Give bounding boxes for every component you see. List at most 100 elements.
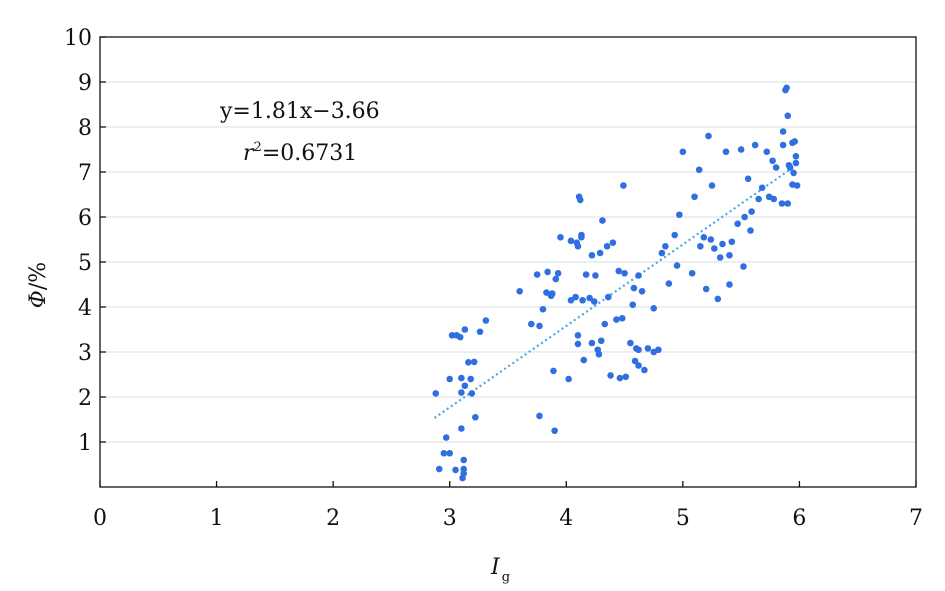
data-point (786, 164, 794, 171)
data-point (665, 280, 673, 287)
x-tick-label: 0 (93, 506, 107, 531)
data-point (578, 233, 585, 241)
data-point (565, 375, 572, 383)
data-point (747, 227, 754, 234)
r-squared-value: =0.6731 (262, 141, 357, 166)
x-tick-label: 4 (559, 506, 573, 531)
data-point (536, 322, 543, 330)
data-point (592, 272, 599, 279)
y-tick-label: 1 (78, 431, 92, 456)
x-tick-label: 6 (792, 506, 806, 531)
data-point (622, 373, 630, 381)
data-point (621, 269, 628, 277)
data-point (728, 238, 736, 246)
data-point (784, 200, 792, 207)
x-tick-label: 5 (676, 506, 690, 531)
regression-equation: y=1.81x−3.66 (219, 99, 380, 124)
data-point (737, 146, 745, 153)
data-point (779, 128, 787, 135)
data-point (635, 272, 642, 279)
data-point (616, 374, 624, 382)
data-point (590, 298, 598, 305)
data-point (726, 251, 733, 259)
data-point (461, 326, 469, 333)
data-point (588, 251, 596, 259)
data-point (793, 182, 801, 189)
data-point (691, 193, 698, 201)
data-point (465, 359, 472, 366)
data-point (574, 242, 582, 250)
y-tick-label: 2 (78, 386, 92, 411)
y-tick-label: 9 (78, 71, 92, 96)
data-point (601, 320, 609, 328)
data-point (576, 196, 584, 204)
y-tick-label: 3 (78, 341, 92, 366)
y-tick-label: 6 (78, 206, 92, 231)
data-point (630, 284, 638, 292)
data-point (792, 159, 800, 167)
data-point (452, 466, 459, 474)
data-point (442, 434, 450, 441)
data-point (615, 267, 623, 275)
data-point (726, 281, 733, 288)
data-point (641, 366, 648, 374)
data-point (740, 263, 747, 270)
data-point (460, 456, 468, 464)
grid-lines (100, 81, 916, 443)
data-point (778, 200, 786, 207)
x-tick-label: 2 (326, 506, 340, 531)
data-point (572, 293, 579, 301)
data-point (460, 470, 468, 477)
data-point (635, 346, 642, 354)
data-point (536, 412, 543, 420)
data-point (461, 382, 469, 390)
data-point (772, 164, 780, 171)
y-tick-label: 10 (64, 26, 92, 51)
data-point (467, 375, 474, 383)
data-point (688, 269, 696, 277)
data-point (476, 328, 484, 336)
data-point (543, 289, 550, 296)
data-point (791, 138, 799, 145)
data-point (582, 271, 590, 278)
data-point (588, 339, 596, 347)
x-tick-label: 1 (210, 506, 224, 531)
data-point (468, 390, 476, 397)
data-point (596, 249, 604, 257)
data-point (603, 242, 611, 250)
data-point (580, 356, 588, 364)
data-point (744, 175, 752, 183)
data-point (458, 425, 465, 432)
data-point (705, 132, 712, 140)
data-point (554, 269, 562, 277)
trendline-layer (433, 166, 795, 419)
data-point (708, 182, 716, 189)
data-point (551, 427, 558, 435)
y-tick-label: 8 (78, 116, 92, 141)
y-axis-title: Φ/% (26, 262, 51, 308)
data-point (769, 157, 776, 165)
y-tick-labels: 1 2 3 4 5 6 7 8 9 10 (64, 26, 92, 456)
r-squared-symbol: r (243, 141, 255, 166)
data-point (655, 346, 662, 354)
data-point (470, 358, 478, 366)
y-tick-label: 4 (78, 296, 92, 321)
data-point (784, 112, 792, 120)
data-point (644, 345, 652, 352)
data-point (597, 337, 605, 345)
data-point (435, 465, 443, 473)
data-point (567, 237, 575, 245)
data-point (638, 287, 646, 295)
data-point (711, 245, 718, 252)
data-point (714, 295, 722, 303)
y-tick-label: 5 (78, 251, 92, 276)
data-point (609, 239, 617, 246)
data-point (790, 169, 797, 177)
data-point (671, 231, 678, 239)
y-axis-symbol: Φ (26, 290, 51, 308)
x-tick-label: 7 (909, 506, 923, 531)
data-point (586, 294, 593, 302)
data-point (618, 314, 626, 322)
